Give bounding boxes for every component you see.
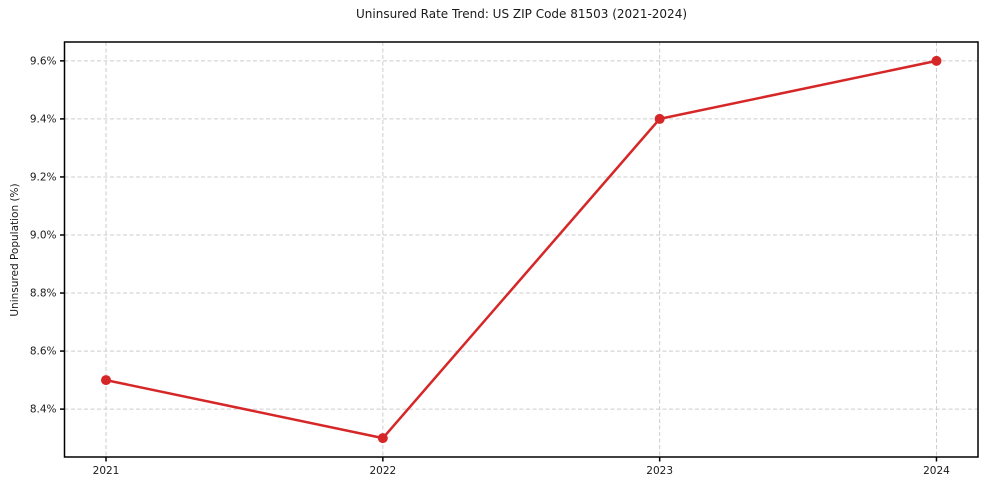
data-point: [101, 375, 112, 386]
data-point: [654, 113, 665, 124]
y-tick-label: 9.2%: [30, 171, 57, 183]
y-tick-label: 9.4%: [30, 113, 57, 125]
chart-title: Uninsured Rate Trend: US ZIP Code 81503 …: [355, 7, 688, 21]
y-tick-label: 9.6%: [30, 55, 57, 67]
y-tick-label: 8.6%: [30, 346, 57, 358]
y-tick-label: 9.0%: [30, 229, 57, 241]
data-point: [931, 55, 942, 66]
data-point: [377, 433, 388, 444]
plot-border: [63, 41, 979, 458]
y-tick-label: 8.4%: [30, 404, 57, 416]
x-tick-label: 2021: [93, 465, 120, 477]
x-tick-label: 2024: [923, 465, 950, 477]
x-tick-label: 2023: [646, 465, 673, 477]
x-tick-label: 2022: [369, 465, 396, 477]
y-tick-label: 8.8%: [30, 288, 57, 300]
trend-line: [104, 59, 938, 440]
